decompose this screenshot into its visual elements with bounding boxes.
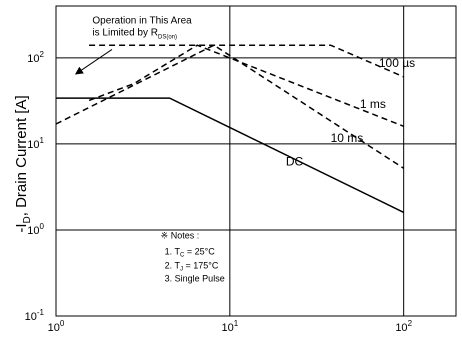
note-case-temperature: 1. TC = 25°C (165, 246, 216, 258)
annotation-line-1: Operation in This Area (92, 16, 192, 27)
notes-title: ※ Notes : (161, 230, 200, 240)
y-axis-label: -ID, Drain Current [A] (13, 95, 33, 232)
series-label-3: DC (286, 155, 304, 169)
series-line-3 (56, 97, 405, 214)
series-line-1 (88, 44, 404, 127)
x-tick-label: 101 (221, 319, 238, 334)
y-tick-label: 10-1 (25, 308, 45, 323)
notes-box: ※ Notes : 1. TC = 25°C 2. TJ = 175°C 3. … (161, 230, 225, 283)
note-junction-temperature: 2. TJ = 175°C (165, 260, 219, 272)
y-tick-label: 100 (27, 222, 44, 237)
series-label-2: 10 ms (331, 131, 364, 145)
grid-lines (55, 6, 456, 317)
annotation-arrow (74, 49, 113, 75)
series-layer: 100 µs 1 ms 10 ms DC (55, 44, 415, 214)
annotation-line-2: is Limited by RDS(on) (92, 28, 177, 41)
x-tick-label: 102 (395, 319, 412, 334)
series-line-0 (89, 44, 404, 78)
series-label-0: 100 µs (379, 56, 415, 70)
plot-frame (55, 5, 457, 317)
y-tick-label: 102 (27, 50, 44, 65)
x-tick-label: 100 (48, 319, 65, 334)
series-label-1: 1 ms (360, 97, 386, 111)
y-tick-label: 101 (27, 136, 44, 151)
note-single-pulse: 3. Single Pulse (165, 273, 225, 283)
rds-on-annotation: Operation in This Area is Limited by RDS… (74, 16, 192, 75)
